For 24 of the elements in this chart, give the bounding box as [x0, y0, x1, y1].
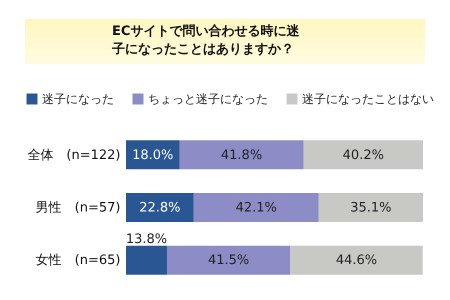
bar [126, 246, 167, 275]
data-label: 35.1% [350, 200, 392, 216]
bar [166, 246, 290, 275]
bar [290, 246, 423, 275]
data-label: 13.8% [126, 232, 168, 248]
bar [179, 140, 304, 170]
data-label: 44.6% [336, 253, 378, 268]
legend-label: 迷子になったことはない [302, 92, 434, 106]
data-label: 18.0% [132, 148, 174, 163]
bar [126, 193, 194, 222]
bar [194, 193, 319, 222]
y-tick-label: 全体 (n=122) [27, 148, 120, 163]
data-label: 41.8% [220, 148, 262, 163]
legend-label: 迷子になった [42, 92, 114, 106]
data-label: 22.8% [139, 200, 181, 216]
legend-label: ちょっと迷子になった [148, 92, 268, 106]
data-label: 41.5% [208, 253, 250, 268]
y-tick-label: 女性 (n=65) [36, 253, 120, 268]
bar [318, 193, 423, 222]
data-label: 40.2% [342, 148, 384, 163]
bar [304, 140, 423, 170]
y-tick-label: 男性 (n=57) [36, 200, 120, 216]
data-label: 42.1% [236, 200, 277, 216]
chart-title: ECサイトで問い合わせる時に迷子になったことはありますか？ [112, 23, 300, 59]
